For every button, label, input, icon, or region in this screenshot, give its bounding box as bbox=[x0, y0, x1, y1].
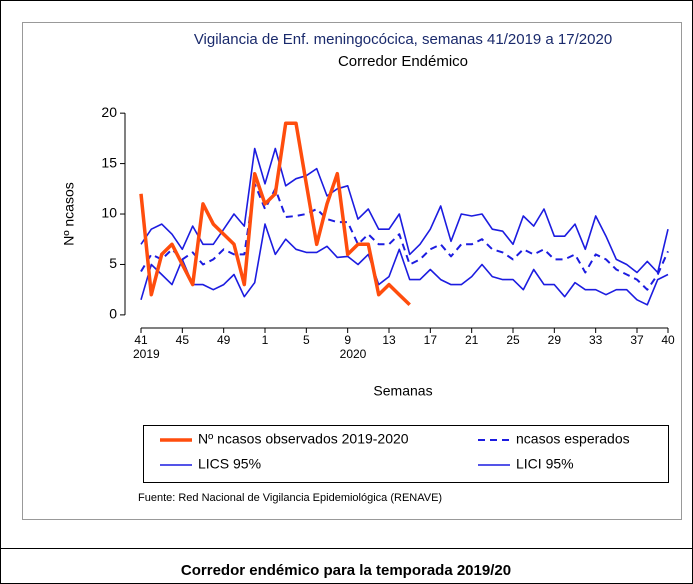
x-tick-label: 13 bbox=[382, 333, 396, 347]
y-tick-label: 5 bbox=[109, 255, 117, 271]
x-tick-label: 40 bbox=[661, 333, 675, 347]
y-tick-label: 10 bbox=[101, 205, 117, 221]
legend-label: ncasos esperados bbox=[516, 431, 630, 447]
x-year-label: 2020 bbox=[340, 347, 367, 361]
legend-label: LICI 95% bbox=[516, 456, 574, 472]
x-axis-label: Semanas bbox=[373, 383, 432, 399]
legend-label: Nº ncasos observados 2019-2020 bbox=[198, 431, 409, 447]
x-year-label: 2019 bbox=[133, 347, 160, 361]
x-tick-label: 37 bbox=[630, 333, 644, 347]
x-tick-label: 33 bbox=[589, 333, 603, 347]
y-tick-label: 0 bbox=[109, 306, 117, 322]
x-tick-label: 49 bbox=[217, 333, 231, 347]
series-line bbox=[140, 147, 669, 274]
source: Fuente: Red Nacional de Vigilancia Epide… bbox=[138, 492, 442, 504]
x-tick-label: 5 bbox=[303, 333, 310, 347]
x-tick-label: 45 bbox=[176, 333, 190, 347]
x-tick-label: 41 bbox=[134, 333, 148, 347]
chart-subtitle: Corredor Endémico bbox=[338, 53, 468, 70]
series-line bbox=[140, 182, 669, 291]
series-line bbox=[139, 121, 411, 307]
x-tick-label: 21 bbox=[465, 333, 479, 347]
x-tick-label: 9 bbox=[344, 333, 351, 347]
y-axis-label: Nº ncasos bbox=[61, 182, 77, 245]
x-tick-label: 17 bbox=[424, 333, 438, 347]
legend-box bbox=[143, 425, 669, 483]
x-tick-label: 1 bbox=[262, 333, 269, 347]
x-tick-label: 25 bbox=[506, 333, 520, 347]
caption: Corredor endémico para la temporada 2019… bbox=[181, 562, 511, 579]
series-line bbox=[140, 223, 669, 306]
chart-title: Vigilancia de Enf. meningocócica, semana… bbox=[194, 31, 612, 48]
x-tick-label: 29 bbox=[548, 333, 562, 347]
y-tick-label: 15 bbox=[101, 154, 117, 170]
legend-label: LICS 95% bbox=[198, 456, 261, 472]
y-tick-label: 20 bbox=[101, 104, 117, 120]
